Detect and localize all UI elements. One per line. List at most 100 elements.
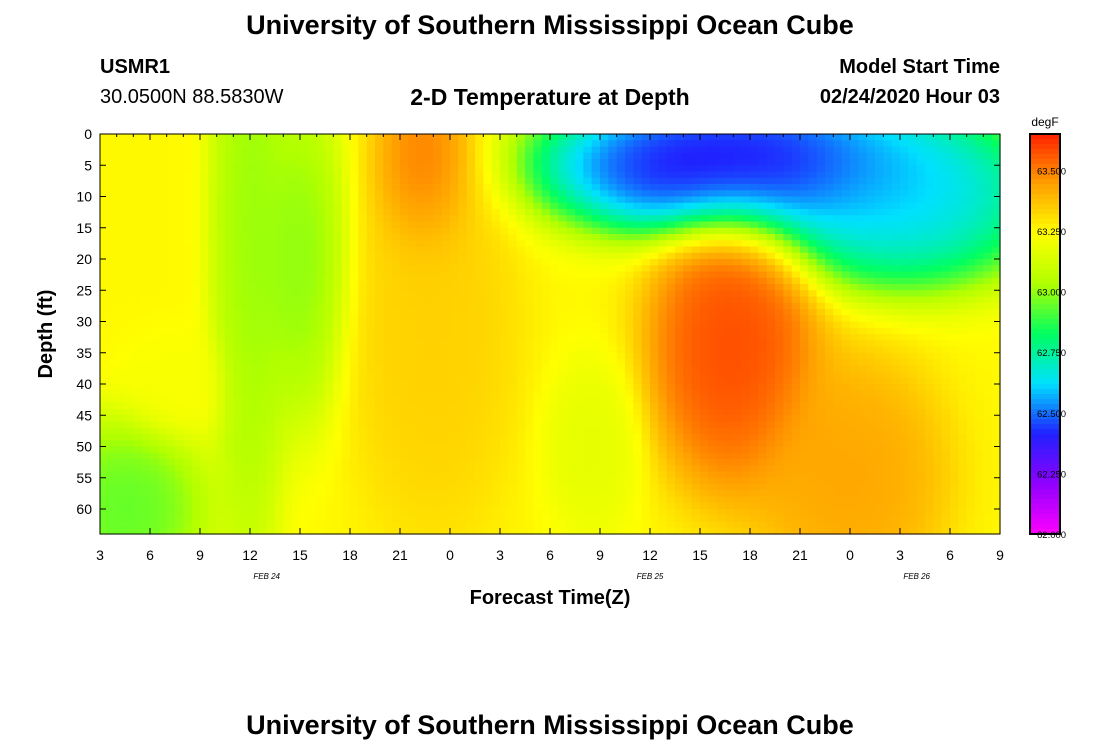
heatmap-cell	[241, 146, 251, 154]
heatmap-cell	[625, 159, 634, 166]
heatmap-cell	[941, 227, 951, 235]
heatmap-cell	[633, 165, 643, 173]
heatmap-cell	[475, 246, 484, 254]
heatmap-cell	[508, 209, 518, 216]
heatmap-cell	[666, 215, 676, 223]
heatmap-cell	[941, 390, 951, 398]
heatmap-cell	[583, 190, 593, 198]
heatmap-cell	[608, 234, 618, 241]
heatmap-cell	[233, 346, 243, 354]
heatmap-cell	[308, 396, 318, 404]
heatmap-cell	[900, 240, 909, 248]
heatmap-cell	[508, 409, 518, 416]
heatmap-cell	[550, 390, 559, 398]
heatmap-cell	[225, 246, 234, 254]
heatmap-cell	[325, 396, 334, 404]
chart-title: 2-D Temperature at Depth	[410, 84, 690, 110]
heatmap-cell	[550, 259, 559, 266]
heatmap-cell	[841, 165, 851, 173]
heatmap-cell	[425, 315, 434, 323]
heatmap-cell	[275, 209, 284, 216]
heatmap-cell	[808, 296, 818, 304]
heatmap-cell	[233, 277, 243, 285]
heatmap-cell	[208, 315, 218, 323]
heatmap-cell	[291, 209, 301, 216]
heatmap-cell	[566, 327, 576, 335]
heatmap-cell	[558, 196, 568, 204]
heatmap-cell	[350, 365, 359, 373]
heatmap-cell	[583, 140, 593, 148]
heatmap-cell	[241, 346, 251, 354]
heatmap-cell	[458, 215, 468, 223]
heatmap-cell	[850, 384, 859, 391]
heatmap-cell	[166, 384, 176, 391]
heatmap-cell	[133, 140, 143, 148]
heatmap-cell	[308, 390, 318, 398]
heatmap-cell	[925, 359, 934, 366]
heatmap-cell	[766, 384, 776, 391]
heatmap-cell	[808, 396, 818, 404]
heatmap-cell	[225, 415, 234, 423]
heatmap-cell	[641, 359, 651, 366]
heatmap-cell	[383, 396, 393, 404]
heatmap-cell	[600, 327, 609, 335]
heatmap-cell	[866, 134, 876, 141]
heatmap-cell	[966, 284, 976, 291]
heatmap-cell	[441, 146, 451, 154]
heatmap-cell	[675, 352, 684, 360]
heatmap-cell	[350, 359, 359, 366]
heatmap-cell	[841, 321, 851, 329]
heatmap-cell	[983, 277, 993, 285]
heatmap-cell	[875, 302, 884, 310]
heatmap-cell	[258, 234, 268, 241]
heatmap-cell	[541, 302, 551, 310]
heatmap-cell	[816, 165, 826, 173]
heatmap-cell	[800, 377, 809, 385]
heatmap-cell	[775, 359, 784, 366]
heatmap-cell	[408, 259, 418, 266]
heatmap-cell	[233, 290, 243, 298]
heatmap-cell	[708, 327, 718, 335]
heatmap-cell	[633, 159, 643, 166]
heatmap-cell	[716, 290, 726, 298]
heatmap-cell	[400, 271, 409, 279]
heatmap-cell	[966, 340, 976, 348]
heatmap-cell	[133, 409, 143, 416]
heatmap-cell	[816, 215, 826, 223]
heatmap-cell	[125, 334, 134, 341]
heatmap-cell	[700, 152, 709, 160]
heatmap-cell	[483, 184, 493, 191]
heatmap-cell	[258, 184, 268, 191]
heatmap-cell	[150, 227, 159, 235]
heatmap-cell	[466, 146, 476, 154]
heatmap-cell	[783, 209, 793, 216]
heatmap-cell	[133, 171, 143, 179]
heatmap-cell	[325, 234, 334, 241]
heatmap-cell	[525, 415, 534, 423]
heatmap-cell	[391, 415, 401, 423]
heatmap-cell	[700, 265, 709, 273]
heatmap-cell	[708, 259, 718, 266]
heatmap-cell	[250, 359, 259, 366]
heatmap-cell	[483, 202, 493, 210]
heatmap-cell	[875, 371, 884, 379]
heatmap-cell	[791, 190, 801, 198]
heatmap-cell	[166, 346, 176, 354]
heatmap-cell	[550, 371, 559, 379]
heatmap-cell	[658, 252, 668, 260]
heatmap-cell	[241, 259, 251, 266]
heatmap-cell	[675, 259, 684, 266]
heatmap-cell	[366, 302, 376, 310]
heatmap-cell	[575, 315, 584, 323]
heatmap-cell	[841, 190, 851, 198]
heatmap-cell	[591, 209, 601, 216]
heatmap-cell	[183, 252, 193, 260]
heatmap-cell	[950, 265, 959, 273]
heatmap-cell	[516, 390, 526, 398]
heatmap-cell	[341, 159, 351, 166]
heatmap-cell	[908, 152, 918, 160]
heatmap-cell	[666, 396, 676, 404]
heatmap-cell	[433, 415, 443, 423]
heatmap-cell	[766, 196, 776, 204]
heatmap-cell	[983, 165, 993, 173]
